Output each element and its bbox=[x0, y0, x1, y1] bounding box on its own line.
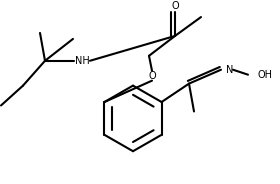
Text: NH: NH bbox=[75, 56, 89, 66]
Text: O: O bbox=[148, 71, 156, 81]
Text: O: O bbox=[171, 1, 179, 11]
Text: OH: OH bbox=[258, 70, 273, 80]
Text: N: N bbox=[226, 65, 233, 75]
